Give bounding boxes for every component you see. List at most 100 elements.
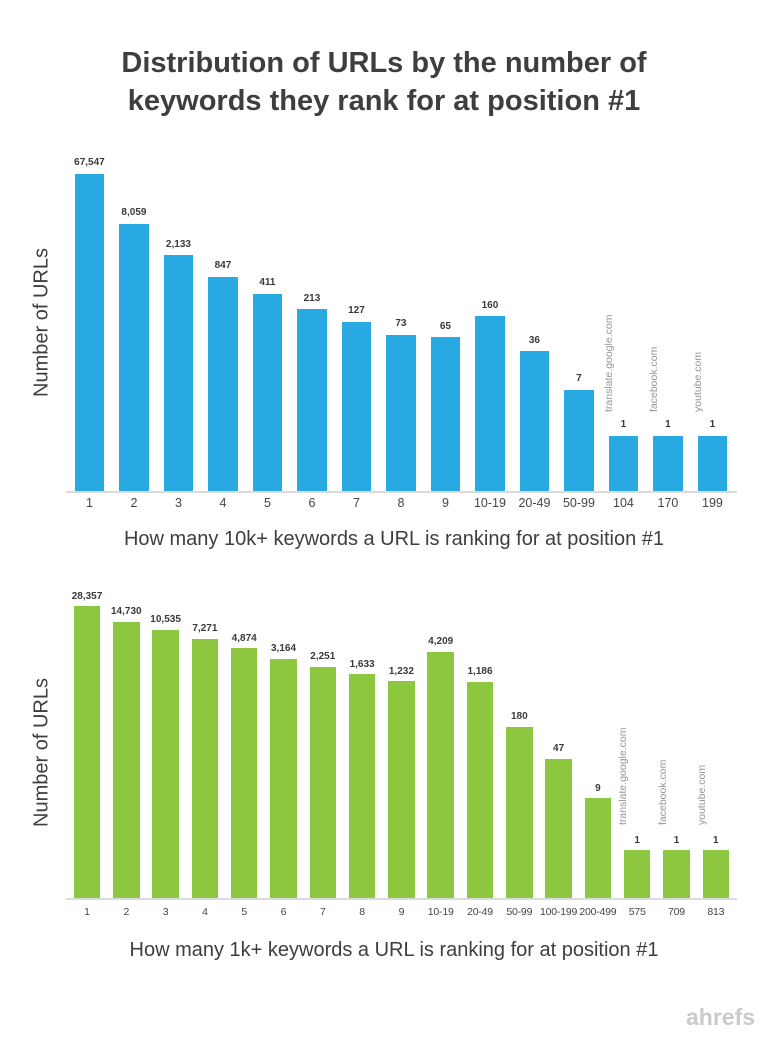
bar-category-label: 5 [241,905,247,918]
bar-value-label: 160 [481,299,499,311]
bar-category-label: 5 [263,496,271,511]
bar-value-label: 28,357 [71,590,103,602]
bar-2 [119,223,149,492]
bar-170 [653,435,683,492]
bar-category-label: 200-499 [579,905,617,918]
bar-value-label: 1,232 [388,665,414,677]
bar-5 [252,293,283,492]
bar-value-label: 36 [528,334,540,346]
bar-4 [208,276,238,492]
bar-category-label: 9 [398,905,405,918]
bar-category-label: 575 [628,905,646,918]
bar-3 [152,629,179,899]
bar-domain-annotation: facebook.com [647,346,660,412]
bar-category-label: 170 [657,496,679,511]
bar-category-label: 104 [613,496,634,511]
bar-category-label: 20-49 [467,905,493,918]
bar-category-label: 50-99 [562,496,595,511]
bar-category-label: 20-49 [518,496,551,511]
bar-category-label: 10-19 [473,496,506,511]
ahrefs-logo: ahrefs [686,1004,756,1030]
bar-category-label: 8 [359,905,365,918]
page-title-line1: Distribution of URLs by the number of [121,46,647,79]
bar-3 [163,255,194,492]
page-title: Distribution of URLs by the number of key… [20,44,748,120]
bar-category-label: 100-199 [540,905,578,918]
bar-8 [348,674,376,899]
bar-value-label: 1 [665,419,671,431]
bar-category-label: 2 [130,496,138,511]
bar-value-label: 14,730 [111,606,142,618]
bar-category-label: 9 [441,496,449,511]
bar-value-label: 1,186 [467,666,493,678]
bar-category-label: 7 [319,905,326,918]
page-title-line2: keywords they rank for at position #1 [127,84,641,117]
bar-value-label: 4,874 [231,632,257,644]
bar-7 [341,321,372,492]
bar-9 [388,681,415,899]
bar-category-label: 10-19 [427,905,454,918]
bar-category-label: 1 [84,905,90,918]
bar-9 [430,337,461,492]
bar-1 [74,173,105,492]
bar-domain-annotation: youtube.com [695,764,708,825]
bar-1 [73,606,101,899]
bar-value-label: 2,133 [165,238,191,250]
bar-50-99 [506,726,533,899]
bar-104 [608,435,639,492]
bar-domain-annotation: facebook.com [656,759,669,825]
bar-value-label: 2,251 [310,651,336,663]
bar-5 [230,648,258,899]
bar-813 [702,850,730,899]
bar-value-label: 1,633 [349,658,375,670]
y-axis-label-1k: Number of URLs [30,678,52,827]
bar-value-label: 67,547 [74,157,105,169]
bar-domain-annotation: translate.google.com [617,727,630,825]
bar-category-label: 3 [174,496,182,511]
x-axis-line [66,491,737,493]
bar-20-49 [466,681,494,899]
bar-category-label: 3 [162,905,169,918]
bar-value-label: 1 [709,419,716,431]
bar-value-label: 7,271 [192,623,218,635]
bar-2 [113,621,140,899]
bar-value-label: 127 [348,305,365,317]
bar-value-label: 847 [214,260,232,272]
bar-value-label: 4,209 [428,636,454,648]
bar-category-label: 6 [280,905,287,918]
bar-8 [386,334,416,492]
bar-value-label: 47 [553,743,565,755]
bar-value-label: 8,059 [121,207,147,219]
bar-category-label: 8 [397,496,405,511]
bar-value-label: 1 [620,419,627,431]
bar-category-label: 7 [352,496,360,511]
bar-value-label: 1 [673,834,680,846]
bar-category-label: 6 [308,496,316,511]
bar-6 [270,658,297,899]
bar-value-label: 1 [634,834,640,846]
bar-category-label: 4 [202,905,208,918]
bar-domain-annotation: youtube.com [692,351,705,412]
x-axis-line [66,898,737,900]
bar-value-label: 411 [259,277,276,289]
y-axis-label-10k: Number of URLs [30,247,52,397]
bar-category-label: 2 [123,905,130,918]
bar-100-199 [545,758,572,899]
bar-10-19 [427,651,454,899]
bar-category-label: 813 [707,905,725,918]
bar-7 [309,666,337,899]
bar-value-label: 9 [595,782,601,794]
bar-value-label: 65 [439,320,451,332]
bar-199 [697,435,728,492]
bar-200-499 [584,798,612,899]
bar-domain-annotation: translate.google.com [603,314,616,412]
bar-value-label: 213 [303,292,321,304]
bar-10-19 [475,316,505,492]
bar-category-label: 709 [668,905,685,918]
bar-value-label: 3,164 [270,643,297,655]
bar-575 [623,850,651,899]
bar-value-label: 7 [576,373,582,385]
bar-value-label: 73 [395,318,407,330]
bar-category-label: 1 [85,496,93,511]
bar-category-label: 50-99 [506,905,533,918]
